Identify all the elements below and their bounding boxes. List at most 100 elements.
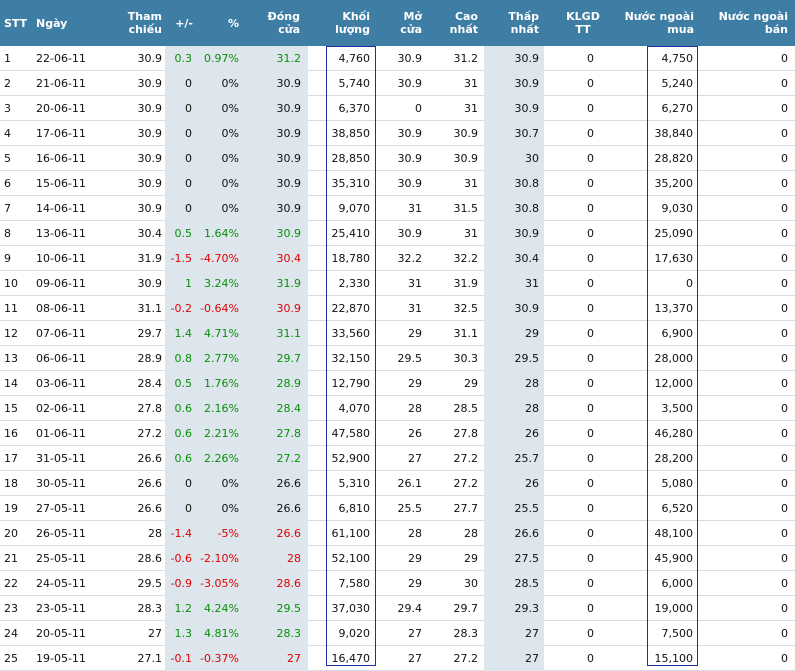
- cell-klgd: 0: [587, 577, 594, 590]
- cell-klgd: 0: [587, 227, 594, 240]
- table-row[interactable]: 10 09-06-11 30.9 1 3.24% 31.9 2,330 31 31.9 31 0 0 0: [0, 271, 795, 296]
- cell-buy: 4,750: [661, 52, 694, 65]
- cell-date: 20-06-11: [36, 102, 86, 115]
- row-band-low: [484, 171, 544, 196]
- cell-open: 30.9: [397, 152, 423, 165]
- cell-date: 27-05-11: [36, 502, 86, 515]
- table-row[interactable]: 12 07-06-11 29.7 1.4 4.71% 31.1 33,560 29 31.1 29…: [0, 321, 795, 346]
- table-row[interactable]: 25 19-05-11 27.1 -0.1 -0.37% 27 16,470 27 27.2 27…: [0, 646, 795, 671]
- header-high[interactable]: Cao nhất: [440, 0, 478, 46]
- table-row[interactable]: 20 26-05-11 28 -1.4 -5% 26.6 61,100 28 28 26.6 0 48…: [0, 521, 795, 546]
- cell-klgd: 0: [587, 127, 594, 140]
- cell-open: 26.1: [397, 477, 423, 490]
- table-row[interactable]: 2 21-06-11 30.9 0 0% 30.9 5,740 30.9 31 30.9 0 5,24…: [0, 71, 795, 96]
- cell-sell: 0: [781, 52, 788, 65]
- cell-pct: 4.81%: [204, 627, 239, 640]
- table-row[interactable]: 16 01-06-11 27.2 0.6 2.21% 27.8 47,580 26 27.8 26…: [0, 421, 795, 446]
- cell-ref: 28.9: [137, 352, 163, 365]
- table-row[interactable]: 3 20-06-11 30.9 0 0% 30.9 6,370 0 31 30.9 0 6,270 0: [0, 96, 795, 121]
- header-ref-label: Tham chiếu: [127, 10, 162, 36]
- cell-buy: 6,270: [661, 102, 694, 115]
- cell-close: 28.4: [276, 402, 302, 415]
- cell-pct: 0%: [221, 77, 239, 90]
- cell-chg: 0.6: [174, 427, 193, 440]
- cell-buy: 28,200: [654, 452, 694, 465]
- table-row[interactable]: 23 23-05-11 28.3 1.2 4.24% 29.5 37,030 29.4 29.7…: [0, 596, 795, 621]
- cell-open: 30.9: [397, 52, 423, 65]
- cell-low: 25.5: [514, 502, 540, 515]
- table-row[interactable]: 19 27-05-11 26.6 0 0% 26.6 6,810 25.5 27.7 25.5 0 6…: [0, 496, 795, 521]
- cell-vol: 32,150: [331, 352, 371, 365]
- cell-high: 31: [464, 177, 478, 190]
- header-stt[interactable]: STT: [4, 0, 34, 46]
- cell-stt: 22: [4, 577, 18, 590]
- header-change[interactable]: +/-: [166, 0, 193, 46]
- cell-buy: 13,370: [654, 302, 694, 315]
- cell-high: 31.9: [453, 277, 479, 290]
- cell-sell: 0: [781, 277, 788, 290]
- cell-klgd: 0: [587, 77, 594, 90]
- cell-chg: 0: [185, 477, 192, 490]
- table-row[interactable]: 17 31-05-11 26.6 0.6 2.26% 27.2 52,900 27 27.2 25…: [0, 446, 795, 471]
- cell-pct: 0%: [221, 102, 239, 115]
- table-row[interactable]: 11 08-06-11 31.1 -0.2 -0.64% 30.9 22,870 31 32.5…: [0, 296, 795, 321]
- cell-date: 20-05-11: [36, 627, 86, 640]
- header-close[interactable]: Đóng cửa: [250, 0, 300, 46]
- cell-date: 10-06-11: [36, 252, 86, 265]
- cell-date: 14-06-11: [36, 202, 86, 215]
- cell-high: 29: [464, 552, 478, 565]
- cell-stt: 25: [4, 652, 18, 665]
- cell-klgd: 0: [587, 327, 594, 340]
- cell-close: 29.7: [276, 352, 302, 365]
- cell-ref: 27.8: [137, 402, 163, 415]
- header-ref[interactable]: Tham chiếu: [112, 0, 162, 46]
- cell-stt: 18: [4, 477, 18, 490]
- cell-date: 02-06-11: [36, 402, 86, 415]
- cell-buy: 9,030: [661, 202, 694, 215]
- table-row[interactable]: 14 03-06-11 28.4 0.5 1.76% 28.9 12,790 29 29 28 0 1…: [0, 371, 795, 396]
- cell-buy: 19,000: [654, 602, 694, 615]
- header-stt-label: STT: [4, 16, 28, 30]
- header-foreign-sell[interactable]: Nước ngoài bán: [710, 0, 788, 46]
- header-pct[interactable]: %: [195, 0, 239, 46]
- header-volume[interactable]: Khối lượng: [318, 0, 370, 46]
- cell-date: 30-05-11: [36, 477, 86, 490]
- cell-low: 28.5: [514, 577, 540, 590]
- cell-ref: 30.9: [137, 152, 163, 165]
- header-date[interactable]: Ngày: [36, 0, 96, 46]
- cell-vol: 52,900: [331, 452, 371, 465]
- header-low[interactable]: Thấp nhất: [496, 0, 539, 46]
- table-row[interactable]: 6 15-06-11 30.9 0 0% 30.9 35,310 30.9 31 30.8 0 35,…: [0, 171, 795, 196]
- cell-low: 27.5: [514, 552, 540, 565]
- table-row[interactable]: 8 13-06-11 30.4 0.5 1.64% 30.9 25,410 30.9 31 30.…: [0, 221, 795, 246]
- table-row[interactable]: 4 17-06-11 30.9 0 0% 30.9 38,850 30.9 30.9 30.7 0 3…: [0, 121, 795, 146]
- cell-buy: 45,900: [654, 552, 694, 565]
- cell-low: 30.7: [514, 127, 540, 140]
- cell-vol: 37,030: [331, 602, 371, 615]
- cell-klgd: 0: [587, 302, 594, 315]
- cell-klgd: 0: [587, 452, 594, 465]
- table-row[interactable]: 9 10-06-11 31.9 -1.5 -4.70% 30.4 18,780 32.2 32.…: [0, 246, 795, 271]
- header-foreign-buy[interactable]: Nước ngoài mua: [618, 0, 694, 46]
- header-klgd[interactable]: KLGD TT: [556, 0, 610, 46]
- cell-ref: 26.6: [137, 452, 163, 465]
- cell-stt: 10: [4, 277, 18, 290]
- cell-close: 31.9: [276, 277, 302, 290]
- table-row[interactable]: 24 20-05-11 27 1.3 4.81% 28.3 9,020 27 28.3 27 0 7,…: [0, 621, 795, 646]
- cell-pct: -2.10%: [200, 552, 239, 565]
- table-row[interactable]: 5 16-06-11 30.9 0 0% 30.9 28,850 30.9 30.9 30 0 28,…: [0, 146, 795, 171]
- table-row[interactable]: 15 02-06-11 27.8 0.6 2.16% 28.4 4,070 28 28.5 28 0…: [0, 396, 795, 421]
- cell-chg: -1.5: [170, 252, 192, 265]
- table-row[interactable]: 18 30-05-11 26.6 0 0% 26.6 5,310 26.1 27.2 26 0 5,0…: [0, 471, 795, 496]
- cell-open: 30.9: [397, 77, 423, 90]
- table-row[interactable]: 13 06-06-11 28.9 0.8 2.77% 29.7 32,150 29.5 30.3…: [0, 346, 795, 371]
- table-row[interactable]: 7 14-06-11 30.9 0 0% 30.9 9,070 31 31.5 30.8 0 9,03…: [0, 196, 795, 221]
- table-row[interactable]: 1 22-06-11 30.9 0.3 0.97% 31.2 4,760 30.9 31.2 30…: [0, 46, 795, 71]
- table-row[interactable]: 21 25-05-11 28.6 -0.6 -2.10% 28 52,100 29 29 27.5…: [0, 546, 795, 571]
- header-open[interactable]: Mở cửa: [385, 0, 422, 46]
- cell-close: 27.2: [276, 452, 302, 465]
- cell-stt: 20: [4, 527, 18, 540]
- cell-klgd: 0: [587, 352, 594, 365]
- row-band-change: [165, 221, 308, 246]
- table-row[interactable]: 22 24-05-11 29.5 -0.9 -3.05% 28.6 7,580 29 30 28.…: [0, 571, 795, 596]
